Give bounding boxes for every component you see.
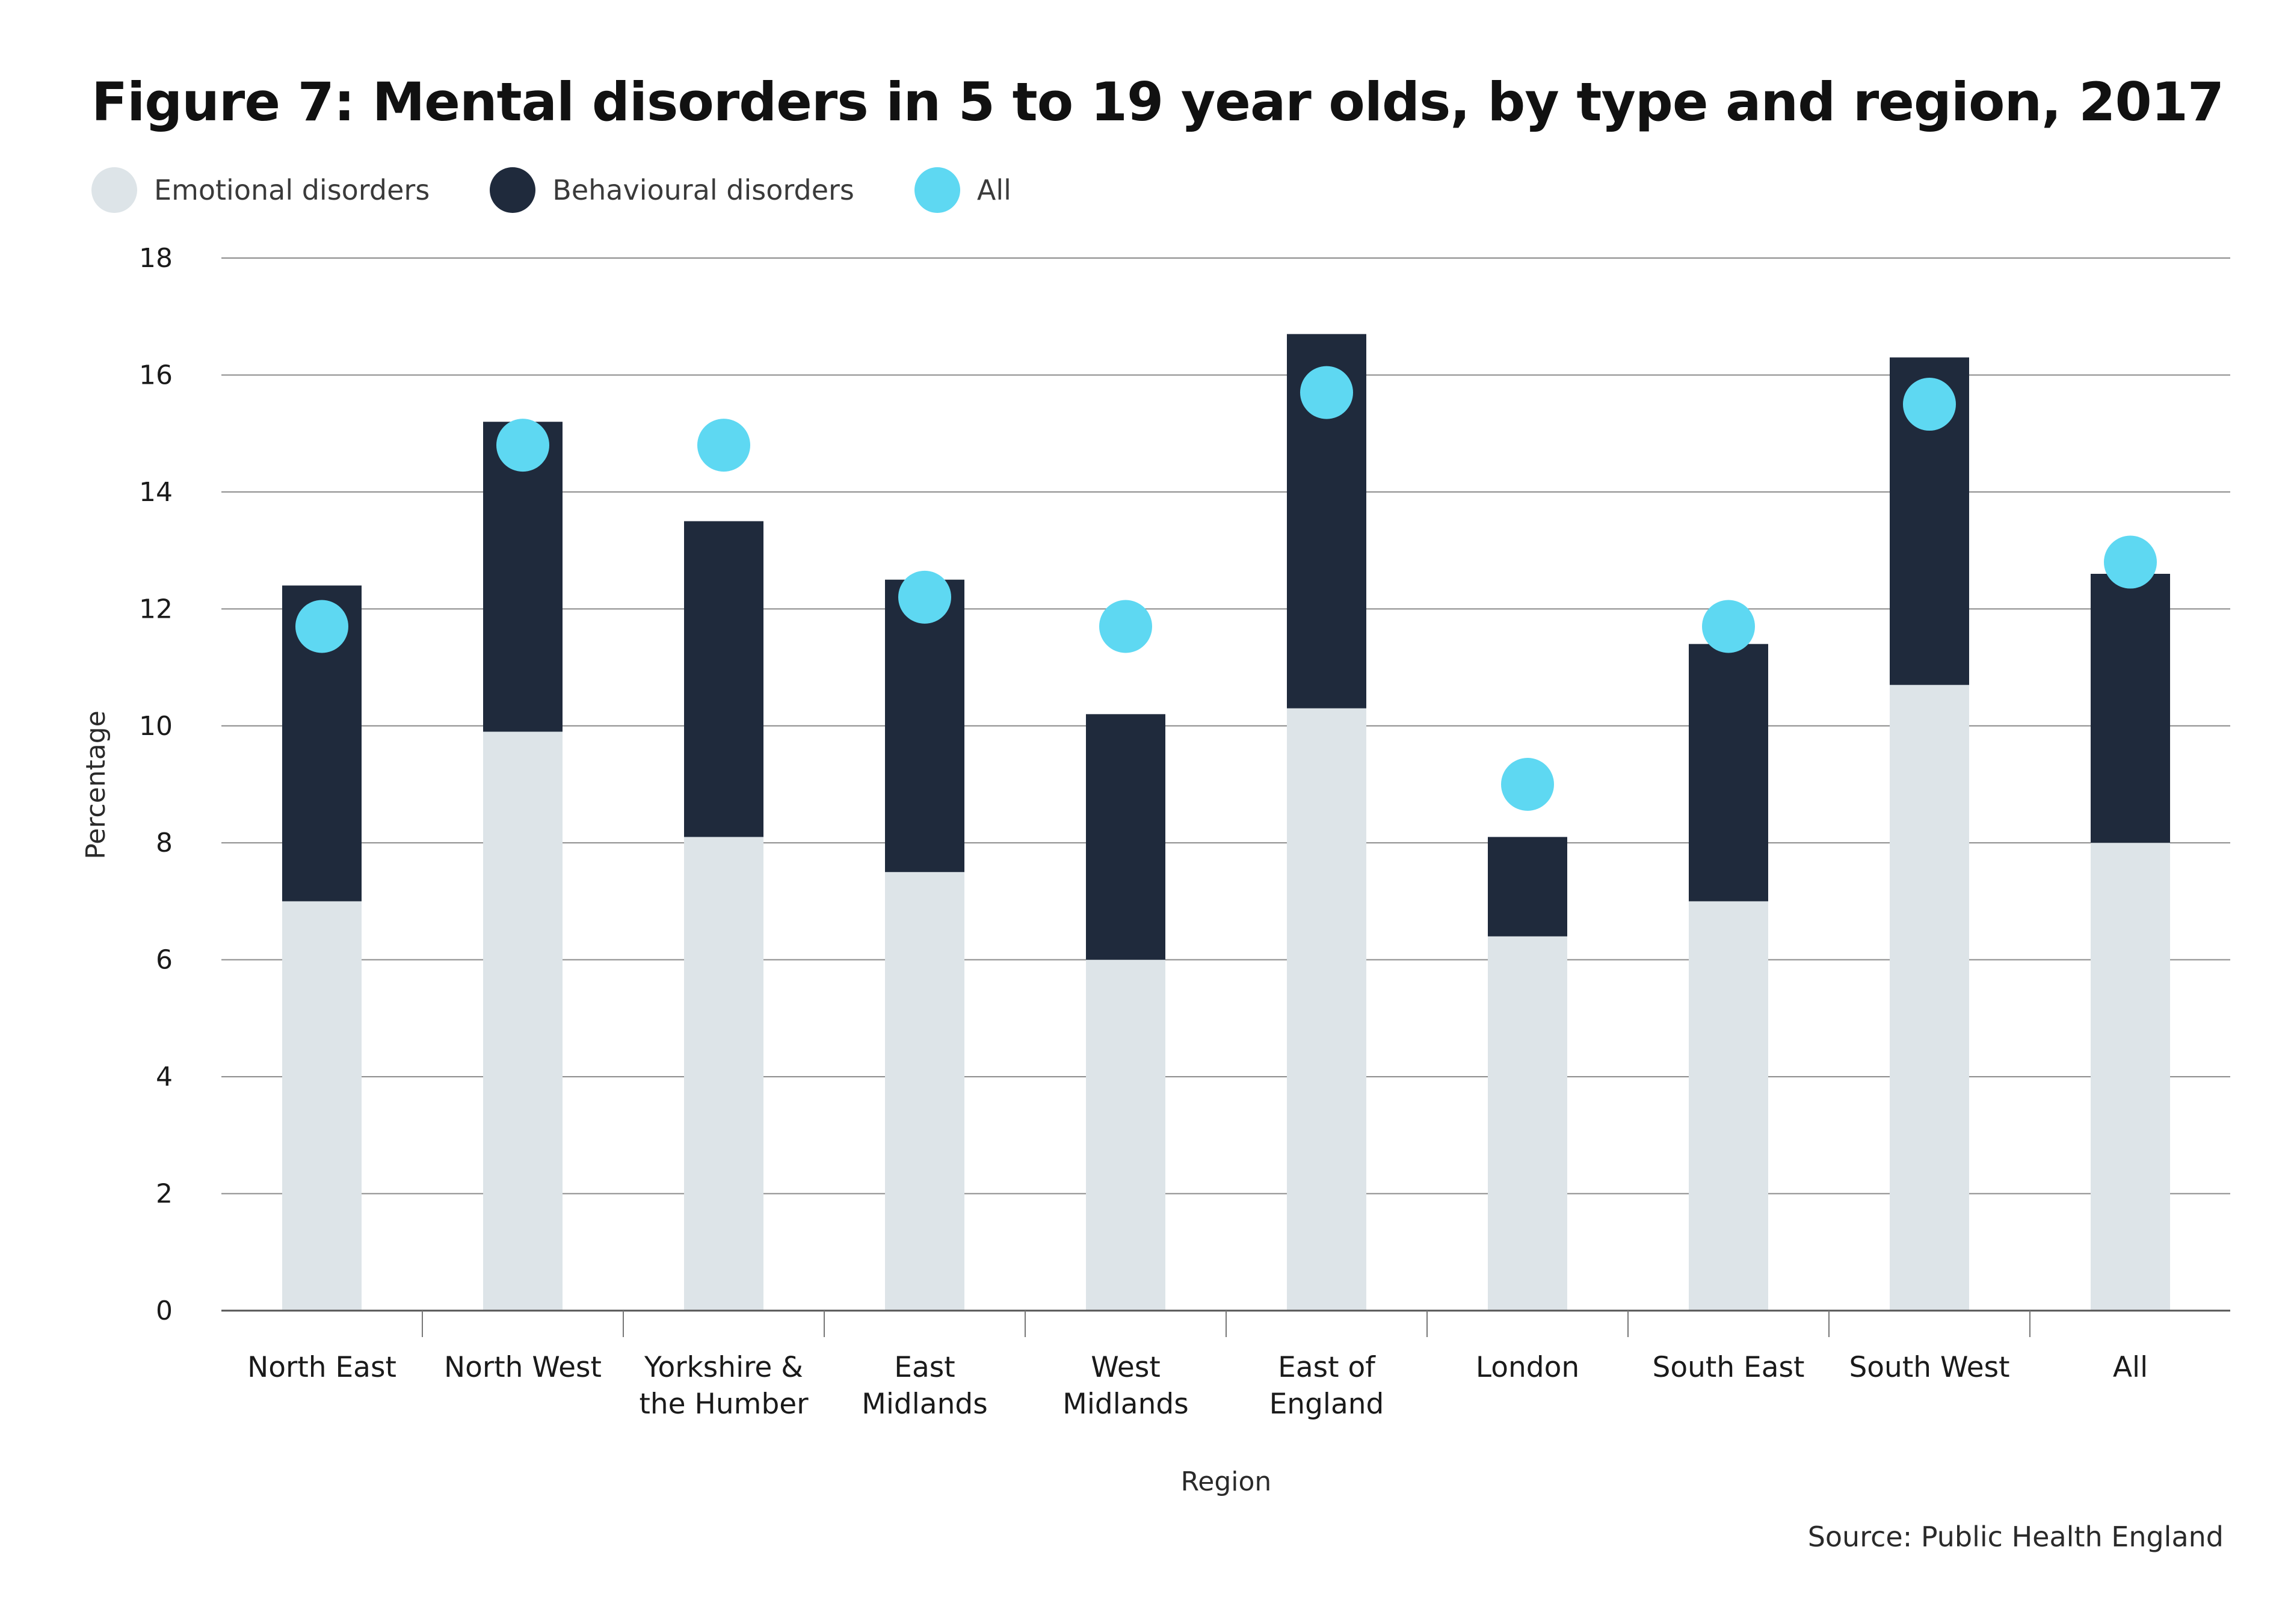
y-tick-label: 14 [139, 477, 173, 508]
x-tick-label: South East [1653, 1351, 1805, 1384]
legend-swatch-all [914, 167, 960, 213]
dot-all [496, 419, 549, 472]
bar-emotional [1287, 708, 1366, 1311]
bars [282, 334, 2170, 1311]
x-tick-label: All [2113, 1351, 2148, 1384]
dot-all [1300, 366, 1353, 419]
y-tick-label: 16 [139, 360, 173, 390]
x-tick-label: North East [247, 1351, 396, 1384]
x-tick-label: Yorkshire & the Humber [639, 1351, 809, 1421]
bar-emotional [2091, 843, 2170, 1311]
legend: Emotional disorders Behavioural disorder… [91, 166, 1071, 214]
x-axis-title: Region [1181, 1466, 1272, 1497]
y-tick-label: 0 [156, 1296, 173, 1326]
bar-behavioural [1689, 644, 1768, 902]
y-tick-label: 18 [139, 243, 173, 274]
x-tick-label: East Midlands [862, 1351, 987, 1421]
y-tick-label: 10 [139, 711, 173, 742]
dot-all [1702, 600, 1755, 653]
legend-swatch-emotional [91, 167, 137, 213]
bar-behavioural [684, 521, 763, 837]
bar-emotional [1086, 959, 1165, 1311]
dot-all [2104, 535, 2157, 589]
legend-item-all: All [914, 167, 1011, 213]
y-tick-label: 12 [139, 594, 173, 624]
legend-label-all: All [976, 174, 1011, 206]
y-tick-label: 4 [156, 1062, 173, 1092]
dot-all [697, 419, 750, 472]
source-note: Source: Public Health England [1807, 1521, 2224, 1553]
dot-all [1501, 758, 1554, 811]
dot-all [1903, 378, 1956, 431]
x-tick-label: London [1476, 1351, 1579, 1384]
x-axis [221, 1309, 2230, 1337]
bar-emotional [885, 872, 964, 1311]
x-tick-label: West Midlands [1062, 1351, 1188, 1421]
dot-all [1099, 600, 1152, 653]
y-tick-label: 2 [156, 1179, 173, 1210]
y-tick-label: 6 [156, 945, 173, 976]
x-tick-labels: North East North West Yorkshire & the Humbe… [247, 1351, 2148, 1421]
bar-behavioural [483, 422, 563, 732]
bar-emotional [1890, 684, 1969, 1311]
bar-behavioural [1488, 837, 1567, 937]
x-tick-label: South West [1849, 1351, 2009, 1384]
dots [295, 366, 2157, 811]
dot-all [898, 570, 951, 624]
legend-item-emotional: Emotional disorders [91, 167, 430, 213]
bar-emotional [1488, 936, 1567, 1311]
y-tick-label: 8 [156, 828, 173, 858]
bar-emotional [684, 837, 763, 1311]
bar-behavioural [2091, 574, 2170, 843]
y-axis-title: Percentage [81, 710, 111, 860]
bar-behavioural [1086, 714, 1165, 960]
legend-label-emotional: Emotional disorders [154, 174, 430, 206]
dot-all [295, 600, 348, 653]
bar-emotional [1689, 901, 1768, 1311]
bar-behavioural [885, 579, 964, 872]
legend-swatch-behavioural [490, 167, 536, 213]
legend-item-behavioural: Behavioural disorders [490, 167, 854, 213]
x-tick-label: East of England [1269, 1351, 1384, 1421]
x-tick-label: North West [444, 1351, 602, 1384]
y-tick-labels: 0 2 4 6 8 10 12 14 16 18 [139, 243, 173, 1326]
chart-title: Figure 7: Mental disorders in 5 to 19 ye… [91, 71, 2224, 133]
bar-emotional [483, 731, 563, 1311]
bar-emotional [282, 901, 362, 1311]
legend-label-behavioural: Behavioural disorders [552, 174, 854, 206]
